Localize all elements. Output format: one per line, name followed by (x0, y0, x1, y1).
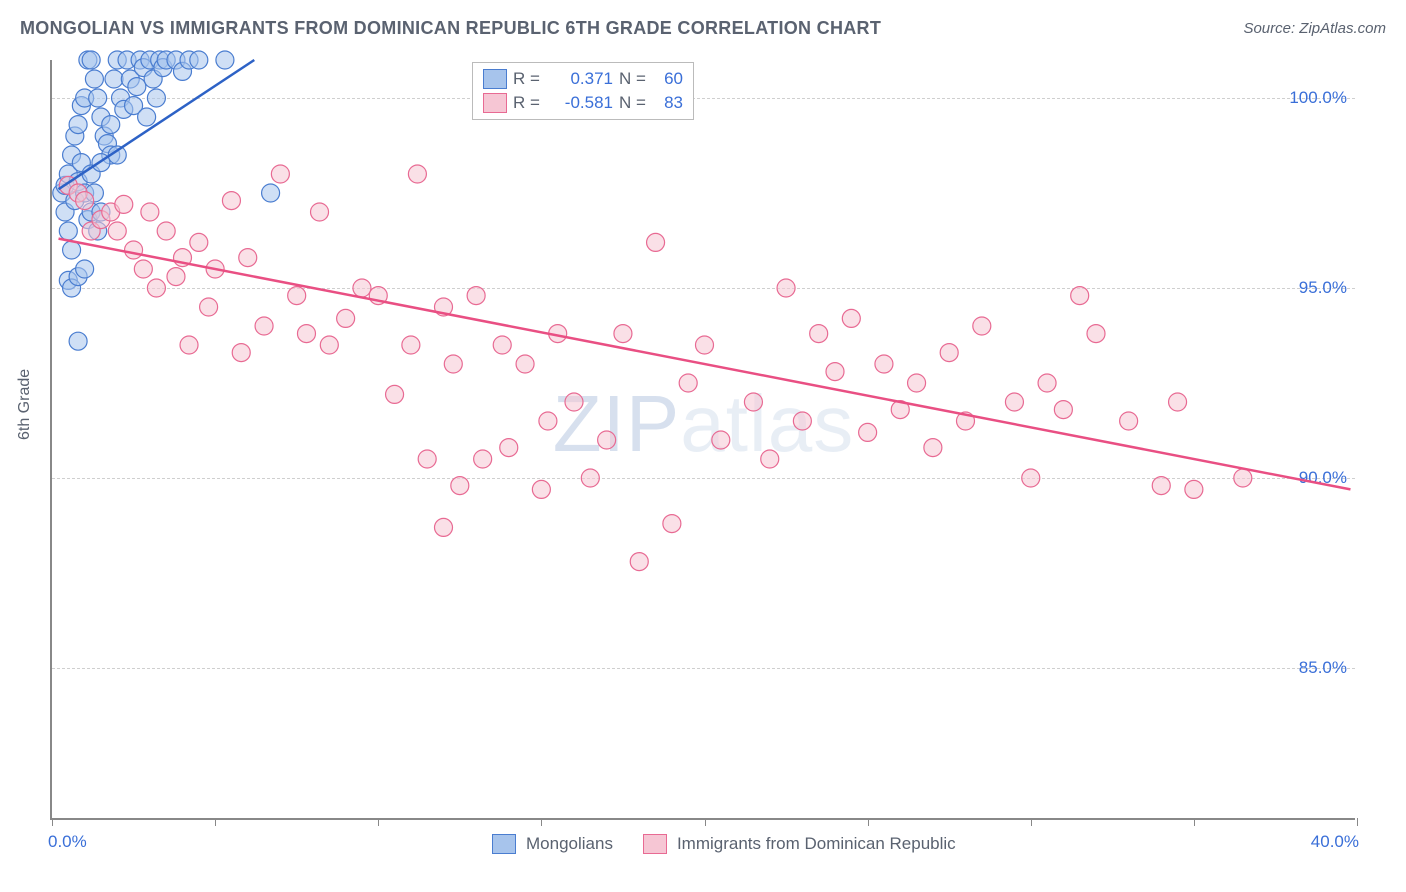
chart-title: MONGOLIAN VS IMMIGRANTS FROM DOMINICAN R… (20, 18, 881, 39)
legend-item-dominican: Immigrants from Dominican Republic (643, 834, 956, 854)
trend-line (59, 239, 1351, 490)
legend-label-mongolians: Mongolians (526, 834, 613, 854)
x-tick (1194, 818, 1195, 826)
x-tick (215, 818, 216, 826)
source-attribution: Source: ZipAtlas.com (1243, 20, 1386, 37)
trend-line (59, 60, 255, 189)
x-tick (705, 818, 706, 826)
y-axis-title: 6th Grade (16, 369, 34, 440)
r-value-dominican: -0.581 (553, 93, 613, 113)
x-tick (52, 818, 53, 826)
x-tick (378, 818, 379, 826)
n-value-mongolians: 60 (653, 69, 683, 89)
trend-lines-layer (52, 60, 1355, 818)
chart-plot-area: ZIPatlas 100.0%95.0%90.0%85.0% R = 0.371… (50, 60, 1355, 820)
x-tick (541, 818, 542, 826)
legend-swatch-mongolians-icon (492, 834, 516, 854)
swatch-mongolians-icon (483, 69, 507, 89)
legend-swatch-dominican-icon (643, 834, 667, 854)
legend-label-dominican: Immigrants from Dominican Republic (677, 834, 956, 854)
correlation-row-dominican: R = -0.581 N = 83 (483, 91, 683, 115)
correlation-row-mongolians: R = 0.371 N = 60 (483, 67, 683, 91)
n-value-dominican: 83 (653, 93, 683, 113)
correlation-legend: R = 0.371 N = 60 R = -0.581 N = 83 (472, 62, 694, 120)
r-value-mongolians: 0.371 (553, 69, 613, 89)
x-axis-min-label: 0.0% (48, 832, 87, 852)
x-tick (1031, 818, 1032, 826)
swatch-dominican-icon (483, 93, 507, 113)
legend-item-mongolians: Mongolians (492, 834, 613, 854)
x-axis-max-label: 40.0% (1311, 832, 1359, 852)
series-legend: Mongolians Immigrants from Dominican Rep… (492, 834, 956, 854)
x-tick (1357, 818, 1358, 826)
x-tick (868, 818, 869, 826)
